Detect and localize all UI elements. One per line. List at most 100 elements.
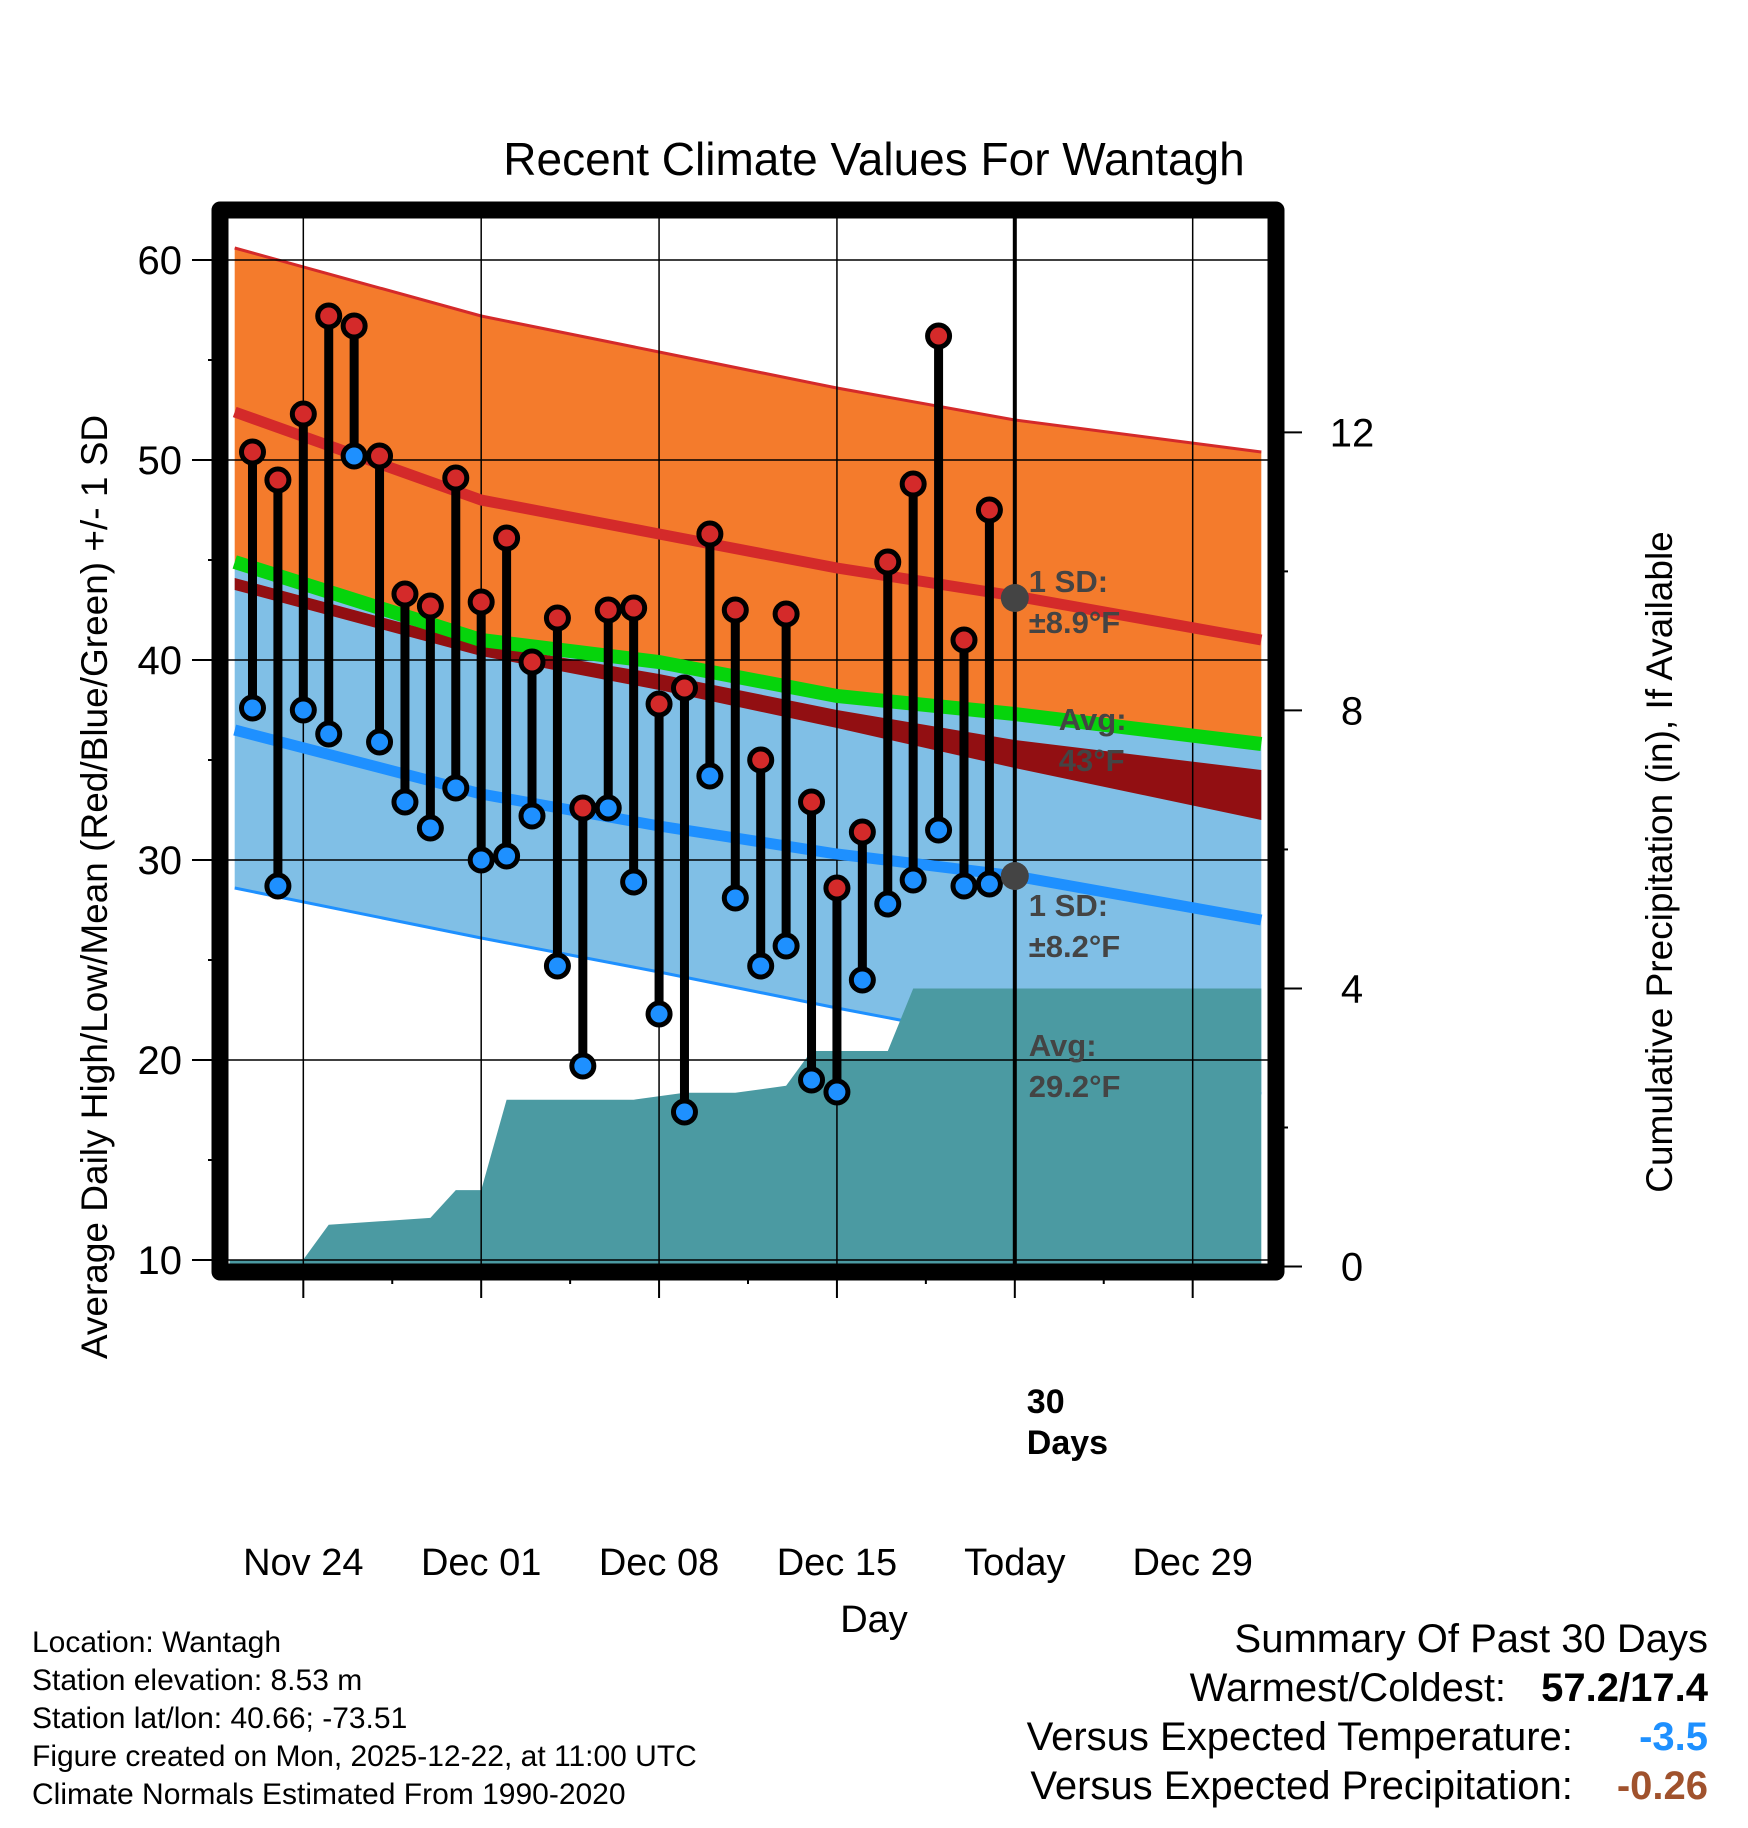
high-point <box>899 470 927 498</box>
low-point <box>493 842 521 870</box>
high-point <box>620 594 648 622</box>
high-point <box>696 520 724 548</box>
low-avg-label: Avg: <box>1029 1028 1097 1063</box>
temp-label: Versus Expected Temperature: <box>1026 1715 1573 1759</box>
warm-cold-value: 57.2/17.4 <box>1541 1666 1708 1710</box>
low-point <box>594 794 622 822</box>
plot-content <box>222 212 1274 1270</box>
high-point <box>518 648 546 676</box>
precip-label: Versus Expected Precipitation: <box>1030 1764 1573 1808</box>
high-point <box>315 302 343 330</box>
x-tick-label: Dec 08 <box>599 1542 719 1584</box>
high-point <box>594 596 622 624</box>
low-point <box>696 762 724 790</box>
x-tick-label: Dec 15 <box>777 1542 897 1584</box>
x-axis-label: Day <box>840 1599 908 1641</box>
normals-text: Climate Normals Estimated From 1990-2020 <box>32 1778 626 1811</box>
low-point <box>518 802 546 830</box>
x-tick-label: Dec 01 <box>421 1542 541 1584</box>
low-point <box>442 774 470 802</box>
high-point <box>747 746 775 774</box>
low-point <box>467 846 495 874</box>
high-avg-value: 43°F <box>1059 743 1125 778</box>
high-point <box>721 596 749 624</box>
low-point <box>391 788 419 816</box>
y-tick-label: 40 <box>138 639 183 683</box>
low-point <box>543 952 571 980</box>
high-point <box>874 548 902 576</box>
low-point <box>899 866 927 894</box>
high-point <box>238 438 266 466</box>
y2-tick-label: 0 <box>1341 1246 1363 1290</box>
high-point <box>366 442 394 470</box>
y2-axis-label: Cumulative Precipitation (in), If Availa… <box>1639 531 1680 1193</box>
low-point <box>823 1078 851 1106</box>
chart-title: Recent Climate Values For Wantagh <box>503 133 1244 185</box>
low-point <box>416 814 444 842</box>
high-point <box>848 818 876 846</box>
x-tick-label: Dec 29 <box>1132 1542 1252 1584</box>
high-point <box>493 524 521 552</box>
low-point <box>848 966 876 994</box>
low-point <box>925 816 953 844</box>
mean-sd-band <box>234 578 1262 820</box>
low-point <box>289 696 317 724</box>
y-tick-label: 50 <box>138 439 183 483</box>
y-axis-label: Average Daily High/Low/Mean (Red/Blue/Gr… <box>74 415 115 1359</box>
low-sd-value: ±8.2°F <box>1029 929 1120 964</box>
y-tick-label: 30 <box>138 839 183 883</box>
summary-panel: Summary Of Past 30 Days Warmest/Coldest:… <box>1027 1617 1708 1813</box>
low-point <box>670 1098 698 1126</box>
low-point <box>366 728 394 756</box>
low-point <box>721 884 749 912</box>
summary-title: Summary Of Past 30 Days <box>1234 1617 1708 1661</box>
high-point <box>467 588 495 616</box>
low-point <box>569 1052 597 1080</box>
low-point <box>620 868 648 896</box>
low-point <box>238 694 266 722</box>
low-sd-label: 1 SD: <box>1029 888 1108 923</box>
latlon-text: Station lat/lon: 40.66; -73.51 <box>32 1702 408 1735</box>
high-point <box>442 464 470 492</box>
summary-temperature: Versus Expected Temperature: -3.5 <box>1027 1715 1708 1764</box>
low-sd-band <box>234 562 1262 1094</box>
high-point <box>340 312 368 340</box>
high-point <box>569 794 597 822</box>
location-text: Location: Wantagh <box>32 1626 282 1659</box>
mean-average-line <box>232 555 1263 751</box>
low-point <box>772 932 800 960</box>
low-point <box>315 720 343 748</box>
high-point <box>289 400 317 428</box>
warm-cold-label: Warmest/Coldest: <box>1189 1666 1507 1710</box>
high-point <box>416 592 444 620</box>
today-high-avg-marker <box>1000 584 1029 612</box>
low-point <box>874 890 902 918</box>
high-upper-line <box>234 246 1262 454</box>
high-point <box>543 604 571 632</box>
precipitation-area <box>229 988 1262 1267</box>
high-point <box>950 626 978 654</box>
high-point <box>264 466 292 494</box>
low-average-line <box>233 724 1263 926</box>
high-point <box>798 788 826 816</box>
days-window-number: 30 <box>1027 1383 1065 1421</box>
y2-tick-label: 4 <box>1341 967 1363 1011</box>
elevation-text: Station elevation: 8.53 m <box>32 1664 363 1697</box>
x-tick-label: Nov 24 <box>243 1542 363 1584</box>
y-tick-label: 10 <box>138 1239 183 1283</box>
low-point <box>975 870 1003 898</box>
low-point <box>340 442 368 470</box>
precip-value: -0.26 <box>1616 1764 1708 1808</box>
low-point <box>645 1000 673 1028</box>
y-tick-label: 60 <box>138 239 183 283</box>
high-avg-label: Avg: <box>1059 702 1127 737</box>
high-point <box>391 580 419 608</box>
y2-tick-label: 12 <box>1330 411 1375 455</box>
x-tick-label: Today <box>964 1542 1065 1584</box>
created-text: Figure created on Mon, 2025-12-22, at 11… <box>32 1740 697 1773</box>
low-point <box>798 1066 826 1094</box>
high-point <box>823 874 851 902</box>
days-window-label: Days <box>1027 1424 1108 1462</box>
high-point <box>975 496 1003 524</box>
y2-tick-label: 8 <box>1341 689 1363 733</box>
